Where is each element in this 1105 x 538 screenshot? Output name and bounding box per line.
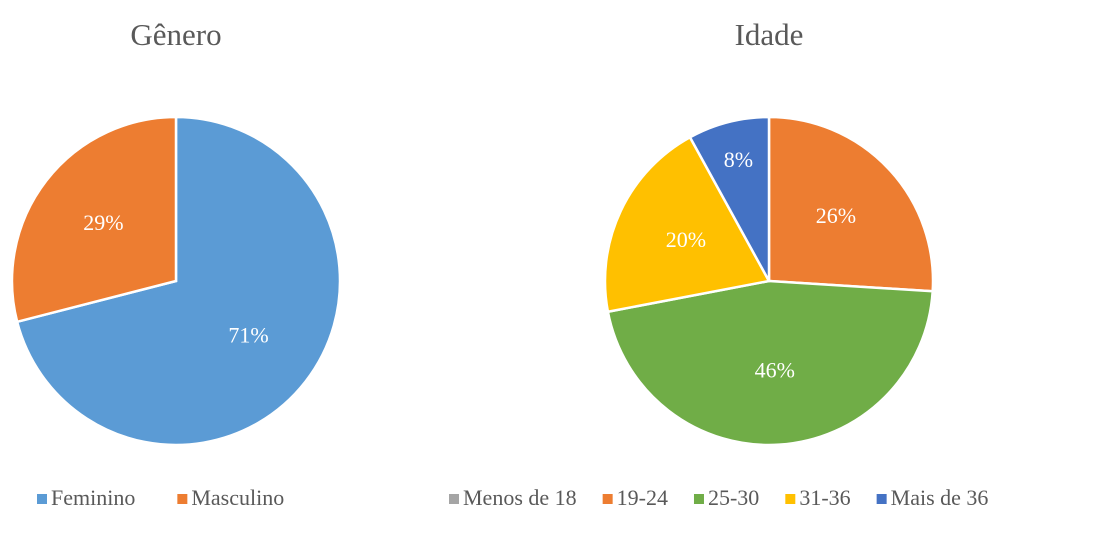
legend-label: 19-24: [617, 485, 668, 510]
legend-swatch: [177, 494, 188, 504]
chart-title: Idade: [735, 17, 804, 52]
data-label: 71%: [228, 322, 268, 347]
legend-label: 31-36: [799, 485, 850, 510]
pie-slice: [606, 279, 935, 447]
chart-title: Gênero: [130, 17, 221, 52]
legend-label: Menos de 18: [463, 485, 577, 510]
pie-slice: [15, 115, 342, 447]
pie-slice: [603, 135, 771, 314]
legend-label: Feminino: [51, 485, 135, 510]
legend-swatch: [449, 494, 459, 504]
legend-swatch: [693, 494, 704, 504]
data-label: 29%: [83, 210, 123, 235]
data-label: 46%: [755, 358, 795, 383]
pie-slice: [688, 115, 771, 282]
legend-label: 25-30: [708, 485, 759, 510]
legend-swatch: [785, 494, 796, 504]
data-label: 20%: [666, 227, 706, 252]
data-label: 26%: [816, 203, 856, 228]
legend-swatch: [876, 494, 887, 504]
pie-slice: [767, 115, 935, 293]
data-label: 8%: [724, 147, 753, 172]
legend-label: Masculino: [191, 485, 284, 510]
pie-slice: [10, 115, 178, 324]
legend-label: Mais de 36: [891, 485, 989, 510]
legend-swatch: [37, 494, 47, 504]
legend-swatch: [602, 494, 613, 504]
